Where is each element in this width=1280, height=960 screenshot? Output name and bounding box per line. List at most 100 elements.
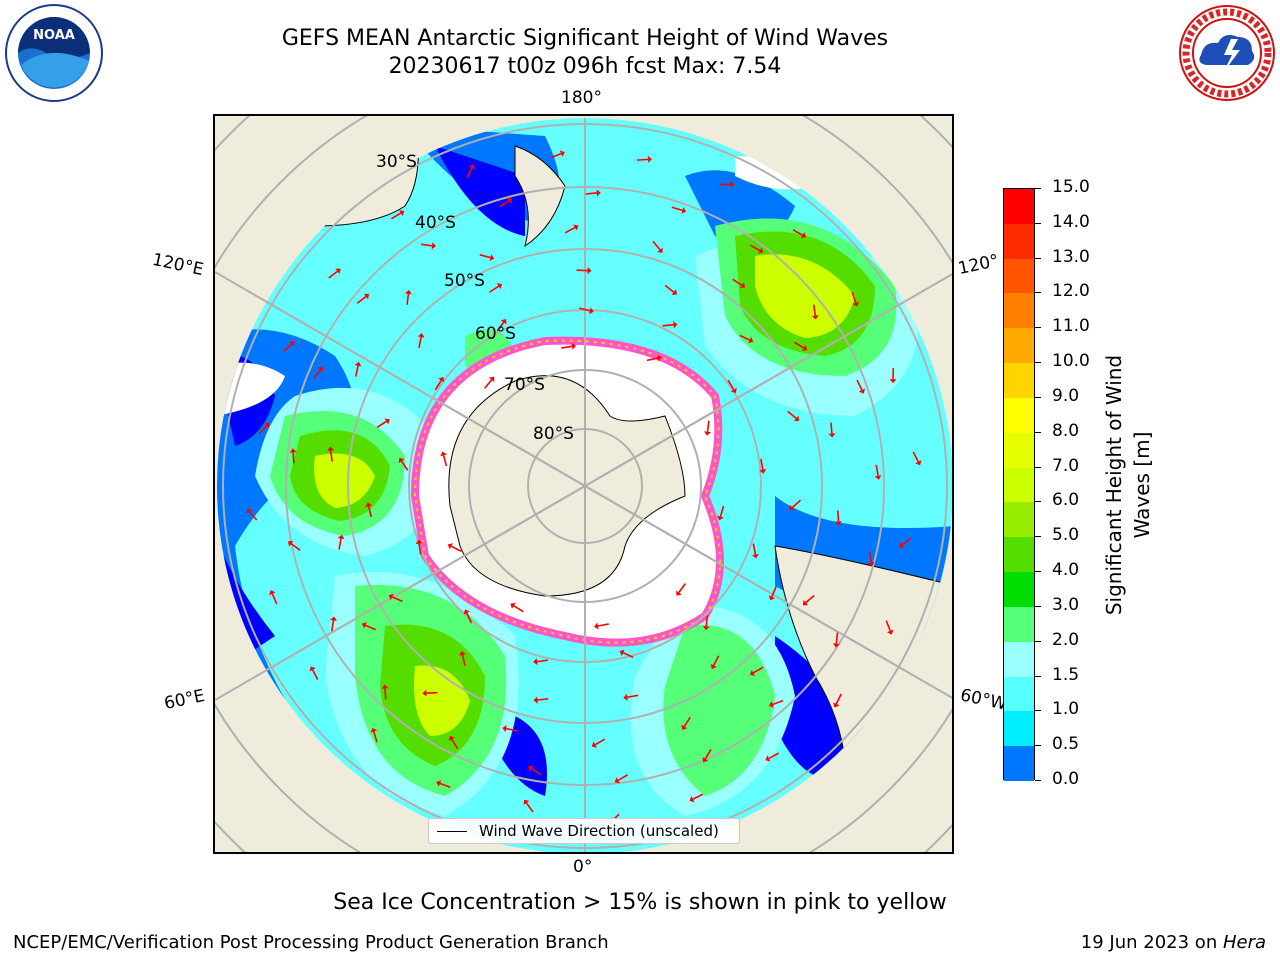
wind-arrow [652,240,661,251]
wind-arrow [513,605,524,613]
wind-arrow-head [417,333,425,338]
colorbar-segment [1004,467,1034,503]
wind-arrow-head [834,521,842,526]
colorbar-tick-label: 8.0 [1052,420,1080,441]
wind-arrow [466,167,473,179]
colorbar-tick-label: 10.0 [1052,351,1090,372]
wind-arrow [791,499,802,509]
colorbar-tick-label: 4.0 [1052,560,1080,581]
wind-arrow [442,455,448,467]
colorbar-tickmark [1035,362,1041,364]
colorbar-tick-label: 3.0 [1052,594,1080,615]
wind-arrow [664,284,675,293]
wind-arrow-head [704,431,712,436]
wind-arrow-head [793,415,800,421]
wind-arrows [246,150,922,825]
colorbar-tick-label: 14.0 [1052,211,1090,232]
wind-arrow [579,307,591,312]
wind-arrow [749,244,761,252]
wind-arrow-head [287,540,294,547]
colorbar-segment [1004,223,1034,260]
wind-arrow [461,654,466,666]
wind-arrow [400,460,409,471]
colorbar-tickmark [1035,675,1041,677]
wind-arrow-head [507,197,513,204]
wind-arrow [338,538,342,550]
wind-arrow-head [363,293,370,300]
wind-arrow-head [502,725,507,733]
wind-arrow [901,537,912,546]
wind-arrow-head [768,701,774,708]
wind-arrow-head [459,650,466,656]
lat-label-30s: 30°S [376,152,417,172]
lon-label-180: 180° [561,88,602,108]
map-legend: Wind Wave Direction (unscaled) [428,818,740,844]
wind-arrow-head [673,321,678,329]
wind-arrow-head [415,539,423,545]
wind-arrow-head [852,301,860,307]
wind-arrow [484,379,493,389]
wind-arrow [719,505,725,517]
wind-arrow [597,623,609,627]
wind-arrow-head [589,307,594,315]
wind-arrow-head [614,777,620,784]
colorbar-tickmark [1035,710,1041,712]
colorbar-segment [1004,641,1034,678]
wind-arrow [622,652,634,659]
footer-date: 19 Jun 2023 on Hera [1081,932,1266,953]
wind-arrow [406,293,410,305]
wind-arrow [479,254,491,259]
wind-arrow-head [623,693,628,701]
wind-arrow [451,738,459,750]
wind-arrow-head [899,542,905,548]
colorbar-segment [1004,711,1034,747]
wind-arrow-head [915,460,922,466]
wind-arrow-head [335,268,341,274]
colorbar-tick-label: 12.0 [1052,281,1090,302]
wind-arrow [727,379,735,391]
colorbar-segment [1004,258,1034,294]
wind-arrow-head [269,590,276,596]
wind-arrow [912,451,919,463]
colorbar-segment [1004,189,1034,225]
wind-arrow-head [573,224,579,231]
wind-arrow-head [730,387,737,394]
wind-arrow-head [768,595,776,601]
wind-arrow-head [559,150,565,157]
noaa-logo: NOAA [5,4,103,102]
wind-arrow [683,716,691,727]
wind-arrow [283,343,293,352]
wind-arrow-head [752,553,759,559]
colorbar-tickmark [1035,501,1041,503]
wind-arrow [585,192,597,195]
wind-arrow-head [263,422,270,429]
wind-arrow [489,285,500,293]
wind-arrow [249,511,258,521]
colorbar-tick-label: 0.5 [1052,734,1080,755]
wind-arrow-head [681,207,687,214]
wind-arrow-head [381,684,389,689]
wind-arrow-head [317,366,324,373]
wind-arrow-head [398,457,405,464]
wind-arrow-head [587,267,592,275]
wind-arrow [805,594,815,604]
colorbar-segment [1004,572,1034,608]
colorbar-tickmark [1035,327,1041,329]
colorbar-tick-label: 0.0 [1052,769,1080,789]
wind-arrow [391,596,403,602]
wind-arrow-head [801,344,808,351]
footer-date-text: 19 Jun 2023 on [1080,932,1223,953]
wind-arrow [787,410,797,419]
wind-arrow [793,341,805,349]
map-panel [213,114,954,854]
wind-arrow-head [289,448,297,453]
wind-arrow-head [447,543,453,550]
colorbar-tick-label: 5.0 [1052,525,1080,546]
wind-arrow [421,243,433,247]
wind-arrow [290,543,301,551]
wind-arrow-head [533,658,538,666]
wind-arrow-head [750,669,756,676]
wind-arrow-head [246,508,253,514]
wind-arrow-head [833,702,840,708]
wind-arrow-head [874,475,882,480]
